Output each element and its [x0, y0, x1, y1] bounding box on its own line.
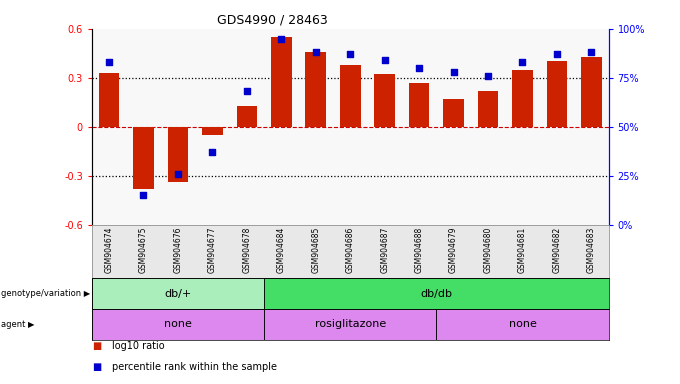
Bar: [437, 309, 609, 340]
Bar: [264, 278, 609, 309]
Bar: [202, 127, 223, 135]
Point: [448, 69, 459, 75]
Bar: [409, 83, 430, 127]
Text: genotype/variation ▶: genotype/variation ▶: [1, 289, 90, 298]
Text: GSM904676: GSM904676: [173, 226, 182, 273]
Text: GSM904682: GSM904682: [552, 226, 562, 273]
Bar: [92, 309, 264, 340]
Bar: [133, 127, 154, 189]
Text: none: none: [164, 319, 192, 329]
Point: [207, 149, 218, 155]
Bar: [167, 127, 188, 182]
Text: GSM904684: GSM904684: [277, 226, 286, 273]
Bar: [237, 106, 257, 127]
Point: [551, 51, 562, 57]
Bar: [477, 91, 498, 127]
Point: [173, 170, 184, 177]
Text: GSM904685: GSM904685: [311, 226, 320, 273]
Text: agent ▶: agent ▶: [1, 320, 35, 329]
Text: GSM904677: GSM904677: [208, 226, 217, 273]
Text: none: none: [509, 319, 537, 329]
Text: GSM904681: GSM904681: [518, 226, 527, 273]
Point: [517, 59, 528, 65]
Point: [345, 51, 356, 57]
Point: [413, 65, 424, 71]
Bar: [581, 56, 602, 127]
Text: log10 ratio: log10 ratio: [112, 341, 165, 351]
Point: [310, 49, 321, 55]
Bar: [305, 52, 326, 127]
Bar: [99, 73, 120, 127]
Text: GSM904688: GSM904688: [415, 226, 424, 273]
Title: GDS4990 / 28463: GDS4990 / 28463: [218, 13, 328, 26]
Text: rosiglitazone: rosiglitazone: [315, 319, 386, 329]
Text: GSM904675: GSM904675: [139, 226, 148, 273]
Point: [379, 57, 390, 63]
Bar: [443, 99, 464, 127]
Text: GSM904678: GSM904678: [242, 226, 252, 273]
Point: [586, 49, 597, 55]
Text: ■: ■: [92, 341, 101, 351]
Text: GSM904674: GSM904674: [105, 226, 114, 273]
Text: GSM904686: GSM904686: [345, 226, 355, 273]
Text: GSM904683: GSM904683: [587, 226, 596, 273]
Point: [483, 73, 494, 79]
Bar: [271, 37, 292, 127]
Point: [103, 59, 114, 65]
Text: GSM904680: GSM904680: [483, 226, 492, 273]
Text: ■: ■: [92, 362, 101, 372]
Text: GSM904687: GSM904687: [380, 226, 389, 273]
Text: db/+: db/+: [165, 289, 192, 299]
Point: [241, 88, 252, 94]
Bar: [92, 278, 264, 309]
Bar: [512, 70, 533, 127]
Bar: [264, 309, 437, 340]
Text: db/db: db/db: [420, 289, 452, 299]
Text: GSM904679: GSM904679: [449, 226, 458, 273]
Text: percentile rank within the sample: percentile rank within the sample: [112, 362, 277, 372]
Bar: [547, 61, 567, 127]
Point: [138, 192, 149, 199]
Bar: [374, 74, 395, 127]
Bar: [340, 65, 360, 127]
Point: [276, 36, 287, 42]
